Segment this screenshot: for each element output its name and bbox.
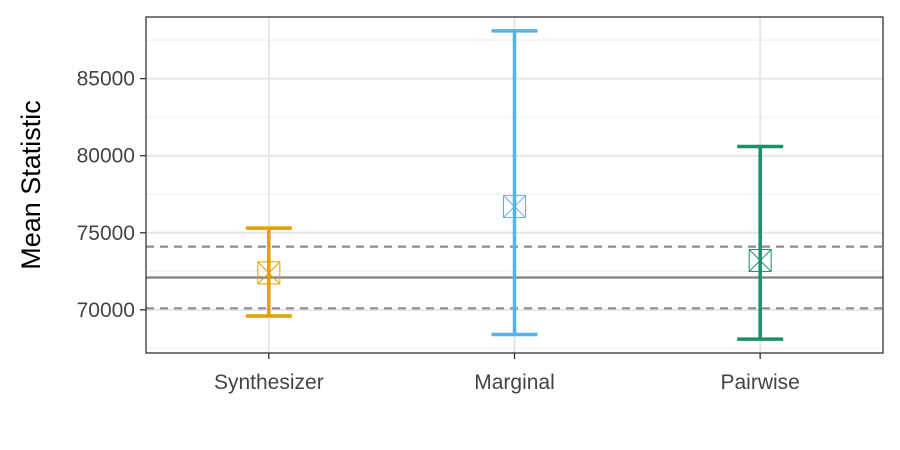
y-axis-title: Mean Statistic <box>16 100 46 270</box>
mean-marker <box>257 261 281 285</box>
mean-marker-box <box>257 261 281 285</box>
x-tick-label: Synthesizer <box>214 371 324 394</box>
mean-marker-box <box>503 195 526 219</box>
mean-marker-box <box>748 249 772 273</box>
y-tick-label: 85000 <box>77 68 135 91</box>
mean-marker <box>503 195 526 219</box>
errorbar-synthesizer <box>245 226 292 318</box>
mean-marker-cross <box>748 249 772 272</box>
errorbar-marginal <box>491 29 538 337</box>
y-tick-label: 70000 <box>77 299 135 322</box>
y-tick-label: 80000 <box>77 145 135 168</box>
mean-marker-cross <box>503 195 526 218</box>
mean-marker <box>748 249 772 273</box>
mean-marker-cross <box>257 261 281 285</box>
error-bars <box>245 29 784 341</box>
axes: 70000 75000 80000 85000 Synthesizer Marginal P… <box>77 68 800 394</box>
errorbar-pairwise <box>737 144 784 341</box>
x-tick-label: Pairwise <box>720 371 799 394</box>
x-tick-label: Marginal <box>474 371 555 394</box>
y-tick-label: 75000 <box>77 222 135 245</box>
